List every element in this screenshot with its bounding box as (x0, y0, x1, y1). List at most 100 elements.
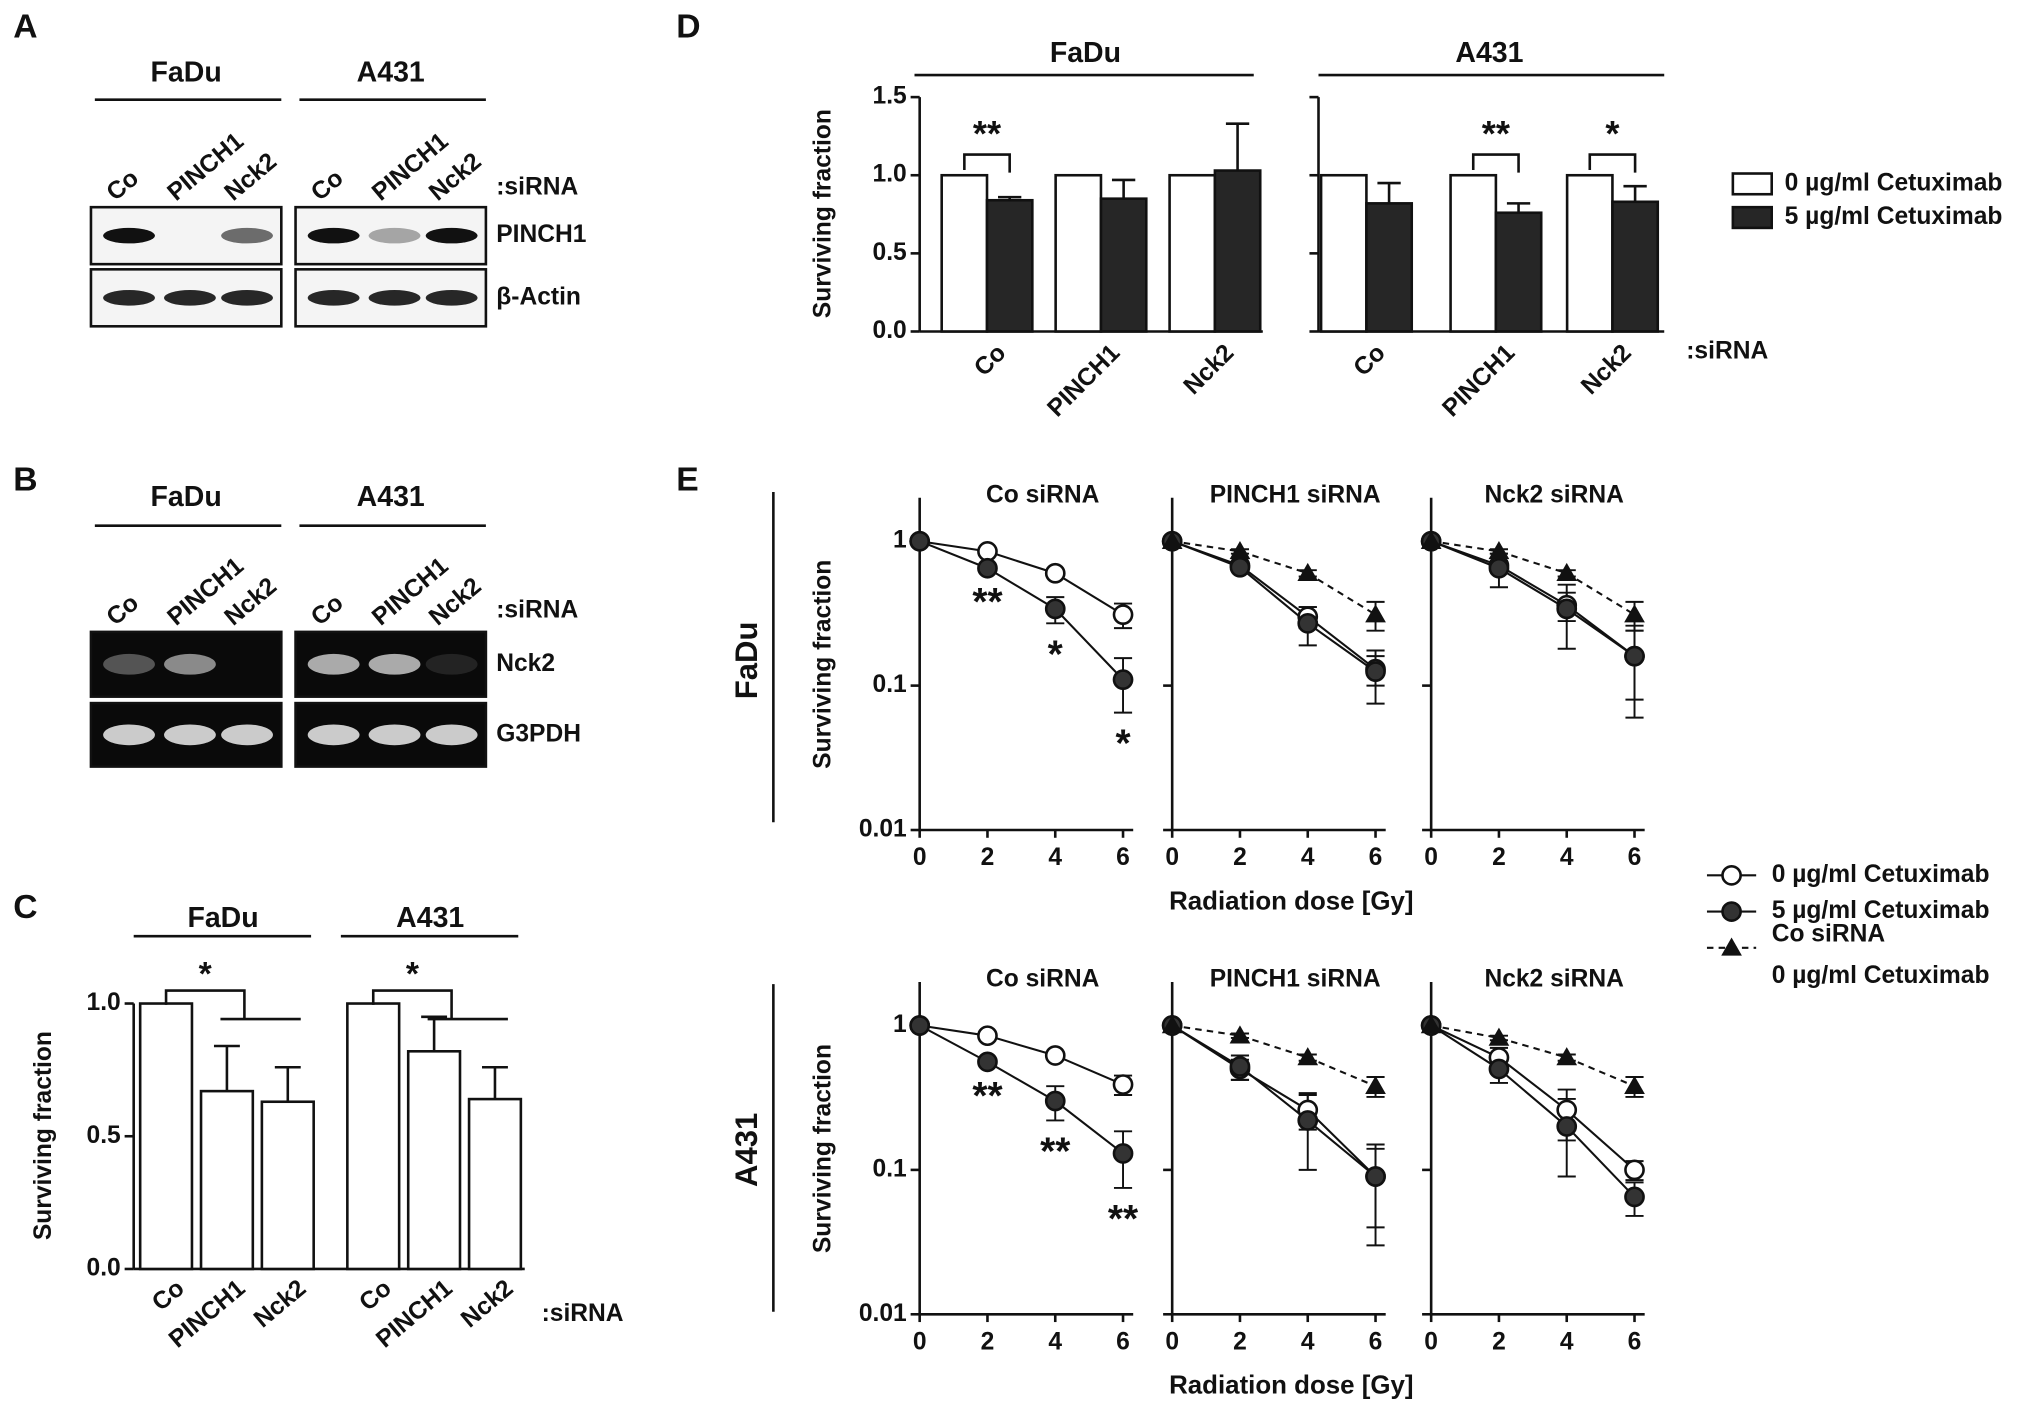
significance: * (1048, 633, 1064, 676)
x-tick-label: 4 (1301, 844, 1315, 871)
x-tick-label: 4 (1048, 1328, 1062, 1355)
x-tick-label: 4 (1301, 1328, 1315, 1355)
lane-suffix: :siRNA (496, 597, 578, 624)
x-tick-label: 6 (1628, 1328, 1642, 1355)
group-header: A431 (357, 481, 425, 513)
group-header: FaDu (151, 56, 222, 88)
significance: ** (973, 113, 1002, 154)
point (1297, 612, 1319, 634)
series-line (919, 540, 1124, 616)
point (1556, 1047, 1578, 1066)
row-label: A431 (729, 1113, 764, 1187)
significance: * (406, 956, 420, 993)
point (1044, 598, 1066, 620)
panel-label: B (13, 462, 37, 499)
x-suffix: :siRNA (542, 1300, 624, 1327)
group-header: FaDu (1050, 37, 1121, 69)
y-tick-label: 0.01 (859, 1300, 907, 1327)
group-header: FaDu (151, 481, 222, 513)
x-tick-label: 0 (1424, 844, 1438, 871)
significance: * (1605, 113, 1620, 154)
band (307, 724, 360, 746)
row-label: Nck2 (496, 650, 555, 677)
y-tick-label: 1 (893, 1011, 907, 1038)
series-line (1430, 540, 1636, 616)
panel-label: C (13, 889, 37, 926)
point (1229, 1056, 1251, 1077)
panel-label: E (676, 462, 698, 499)
bar (406, 1050, 462, 1271)
x-tick-label: 2 (1492, 1328, 1506, 1355)
point (977, 541, 998, 562)
point (1297, 562, 1319, 582)
series-line (919, 1024, 1124, 1155)
significance: ** (1482, 113, 1511, 154)
series-line (919, 540, 1124, 681)
band (221, 290, 273, 306)
point (1297, 1047, 1319, 1066)
group-header: A431 (357, 56, 425, 88)
point (1229, 1025, 1251, 1044)
series-line (1430, 540, 1636, 657)
significance-bracket (1588, 153, 1637, 173)
x-tick-label: 0 (913, 1328, 927, 1355)
significance: ** (972, 581, 1003, 624)
y-tick-label: 0.1 (873, 671, 907, 698)
point (1556, 598, 1578, 620)
bar (346, 1002, 401, 1271)
x-tick-label: 2 (1492, 844, 1506, 871)
band (221, 227, 273, 244)
x-tick-label: 0 (1165, 1328, 1179, 1355)
y-tick-label: 0.5 (873, 239, 907, 266)
bar (138, 1002, 194, 1271)
row-label: PINCH1 (496, 221, 586, 248)
x-suffix: :siRNA (1686, 338, 1768, 365)
bar (940, 173, 989, 333)
y-tick-label: 1.0 (87, 989, 121, 1016)
point (909, 530, 931, 552)
series-line (919, 1024, 1124, 1086)
legend-label: 0 µg/ml Cetuximab (1772, 962, 1990, 989)
series-line (1430, 1024, 1635, 1088)
point (1365, 1075, 1386, 1094)
bar (260, 1100, 315, 1271)
panel-title: PINCH1 siRNA (1210, 966, 1381, 993)
panel-label: D (676, 8, 700, 45)
x-tick-label: 6 (1628, 844, 1642, 871)
x-tick-label: 4 (1560, 1328, 1574, 1355)
band (425, 724, 478, 746)
point (1161, 1015, 1183, 1034)
bar (1449, 173, 1498, 333)
band (164, 653, 216, 675)
point (1420, 1015, 1442, 1034)
y-tick-label: 0.0 (873, 317, 907, 344)
point (1624, 1159, 1645, 1181)
legend-label: 5 µg/ml Cetuximab (1772, 897, 1990, 924)
x-axis-label: Radiation dose [Gy] (1169, 1372, 1413, 1400)
x-tick-label: 0 (913, 844, 927, 871)
series-line (1171, 1024, 1377, 1178)
y-axis-label: Surviving fraction (809, 560, 836, 769)
point (1624, 604, 1645, 623)
panel-title: Co siRNA (986, 481, 1100, 508)
legend-swatch (1731, 172, 1773, 196)
series-line (1172, 1024, 1376, 1088)
significance-bracket (963, 153, 1011, 173)
point (1112, 669, 1134, 690)
x-tick-label: 6 (1116, 1328, 1130, 1355)
point (1488, 1058, 1510, 1080)
point (977, 557, 998, 579)
band (368, 227, 421, 244)
series-line (1430, 540, 1636, 657)
bar (1611, 200, 1660, 333)
point (1365, 661, 1386, 682)
significance-bracket (371, 989, 508, 1021)
group-header: A431 (396, 902, 464, 934)
x-tick-label: 2 (981, 1328, 995, 1355)
point (1488, 541, 1510, 560)
band (221, 724, 273, 746)
significance: ** (1108, 1198, 1139, 1241)
point (1556, 562, 1578, 582)
series-line (1430, 1024, 1636, 1171)
x-tick-label: 4 (1048, 844, 1062, 871)
